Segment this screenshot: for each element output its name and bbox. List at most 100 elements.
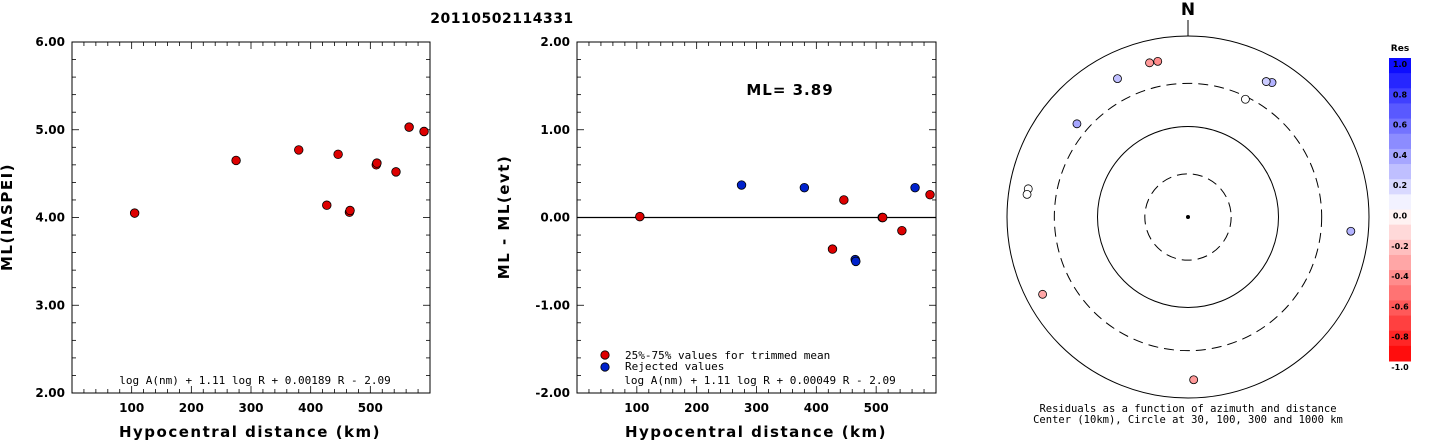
colorbar-cell [1389, 239, 1411, 256]
mid-x-tick-label: 200 [684, 401, 709, 415]
distance-ring-100 [1097, 126, 1279, 308]
mid-data-point [839, 195, 849, 205]
polar-data-point [1038, 289, 1048, 299]
mid-y-axis-label: ML - ML(evt) [495, 155, 513, 279]
distance-ring-30 [1144, 173, 1232, 261]
left-data-point [231, 155, 241, 166]
polar-caption-line2: Center (10km), Circle at 30, 100, 300 an… [1033, 414, 1343, 426]
colorbar-title: Res [1391, 44, 1409, 54]
left-tick-labels: 100 200 300 400 500 2.00 3.00 4.00 5.00 6.00 [35, 35, 382, 415]
mid-data-point [827, 244, 838, 254]
mid-data-point [878, 212, 888, 223]
polar-data-point [1072, 119, 1082, 129]
colorbar-cell [1389, 148, 1411, 165]
colorbar-tick-labels: 1.0 0.8 0.6 0.4 0.2 0.0 -0.2 -0.4 -0.6 -0.8 -1.0 [1391, 60, 1409, 372]
left-data-point [345, 205, 355, 216]
colorbar-tick-label: -0.2 [1391, 242, 1409, 251]
mid-data-point [799, 182, 810, 193]
colorbar-cell [1389, 133, 1411, 150]
mid-data-point [635, 211, 645, 222]
mid-data-point [897, 225, 907, 236]
legend-label-rejected: Rejected values [625, 360, 724, 373]
distance-ring-1000 [1006, 35, 1370, 399]
left-x-axis-label: Hypocentral distance (km) [119, 423, 381, 441]
colorbar-cell [1389, 330, 1411, 347]
epicenter-dot [1186, 215, 1190, 219]
mid-data-point [910, 182, 920, 193]
magnitude-vs-distance-plot: 100 200 300 400 500 2.00 3.00 4.00 5.00 6.00 ML(I… [0, 35, 431, 441]
colorbar-tick-label: 0.8 [1393, 90, 1408, 99]
left-data-point [372, 158, 382, 168]
mid-data-point [925, 189, 935, 200]
legend-label-accepted: 25%-75% values for trimmed mean [625, 349, 830, 362]
colorbar-cell [1389, 315, 1411, 332]
north-label: N [1181, 0, 1195, 20]
colorbar-tick-label: -1.0 [1391, 363, 1409, 372]
colorbar-cell [1389, 103, 1411, 120]
figure-title: 20110502114331 [430, 11, 573, 27]
mid-x-tick-label: 300 [744, 401, 769, 415]
colorbar-cell [1389, 254, 1411, 271]
colorbar-cell [1389, 194, 1411, 210]
colorbar-cell [1389, 118, 1411, 135]
left-y-tick-label: 3.00 [35, 298, 65, 312]
legend: 25%-75% values for trimmed mean Rejected… [600, 349, 830, 373]
colorbar-tick-label: -0.8 [1391, 333, 1409, 342]
mid-formula: log A(nm) + 1.11 log R + 0.00049 R - 2.0… [624, 374, 896, 387]
legend-marker-accepted [600, 350, 610, 360]
left-data-point [391, 167, 401, 177]
left-data-point [294, 145, 304, 155]
left-data-point [419, 126, 429, 137]
left-y-axis-label: ML(IASPEI) [0, 163, 16, 271]
colorbar-tick-label: 0.0 [1393, 212, 1408, 221]
polar-data-point [1189, 375, 1199, 385]
polar-data-point [1346, 226, 1356, 236]
distance-rings [1006, 35, 1370, 399]
colorbar-tick-label: 0.6 [1393, 121, 1408, 130]
mid-y-tick-label: 1.00 [540, 123, 570, 137]
mid-data-point [736, 180, 747, 190]
colorbar-tick-label: 1.0 [1393, 60, 1408, 69]
polar-data-point [1022, 189, 1032, 199]
left-tick-marks [71, 41, 431, 394]
mid-x-tick-label: 400 [804, 401, 829, 415]
colorbar-cell [1389, 73, 1411, 89]
polar-caption-line1: Residuals as a function of azimuth and d… [1039, 403, 1336, 415]
polar-data-point [1145, 58, 1154, 68]
colorbar-tick-label: -0.4 [1391, 272, 1409, 281]
colorbar-cells [1389, 58, 1411, 362]
left-data-point [129, 208, 140, 218]
colorbar-cell [1389, 270, 1411, 286]
left-x-tick-label: 400 [298, 401, 323, 415]
left-x-tick-label: 500 [358, 401, 383, 415]
left-y-tick-label: 2.00 [35, 386, 65, 400]
polar-data-point [1153, 56, 1163, 66]
ml-label: ML= 3.89 [746, 81, 833, 99]
colorbar-cell [1389, 345, 1411, 362]
colorbar-tick-label: 0.4 [1393, 151, 1408, 160]
polar-data-points [1022, 56, 1356, 385]
left-y-tick-label: 4.00 [35, 211, 65, 225]
left-plot-frame [71, 41, 431, 394]
mid-y-tick-label: -2.00 [535, 386, 570, 400]
left-x-tick-label: 300 [238, 401, 263, 415]
left-data-point [333, 149, 343, 160]
left-data-point [322, 200, 332, 210]
colorbar-cell [1389, 88, 1411, 104]
left-x-tick-label: 200 [179, 401, 204, 415]
mid-tick-labels: 100 200 300 400 500 -2.00 -1.00 0.00 1.00 2.00 [535, 35, 888, 415]
colorbar-tick-label: 0.2 [1393, 181, 1407, 190]
left-x-tick-label: 100 [119, 401, 144, 415]
azimuth-distance-plot: N Residuals as a function of azimuth and… [1006, 0, 1370, 426]
legend-marker-rejected [600, 362, 610, 372]
left-formula: log A(nm) + 1.11 log R + 0.00189 R - 2.0… [119, 374, 391, 387]
left-data-points [129, 122, 429, 218]
mid-x-tick-label: 100 [624, 401, 649, 415]
colorbar-cell [1389, 179, 1411, 195]
colorbar-tick-label: -0.6 [1391, 302, 1409, 311]
left-y-tick-label: 6.00 [35, 35, 65, 49]
left-y-tick-label: 5.00 [35, 123, 65, 137]
residual-vs-distance-plot: 100 200 300 400 500 -2.00 -1.00 0.00 1.00 2.00 ML… [495, 35, 937, 441]
mid-y-tick-label: -1.00 [535, 298, 570, 312]
